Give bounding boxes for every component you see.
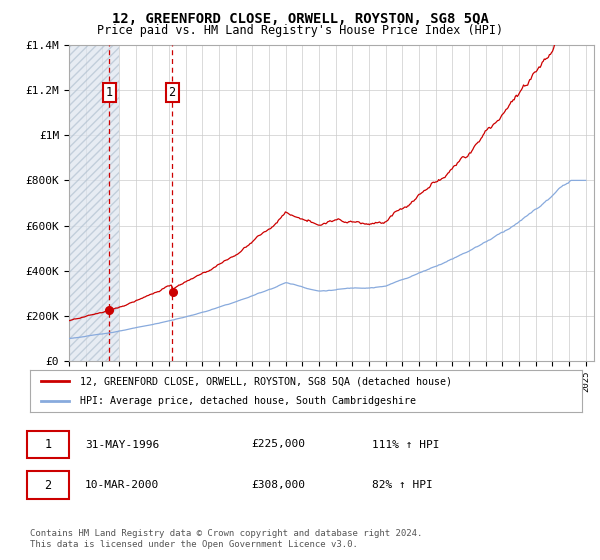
FancyBboxPatch shape xyxy=(27,431,68,459)
Text: 111% ↑ HPI: 111% ↑ HPI xyxy=(372,440,440,450)
Bar xyxy=(69,45,119,361)
Text: 31-MAY-1996: 31-MAY-1996 xyxy=(85,440,160,450)
Text: 2: 2 xyxy=(44,479,52,492)
Text: 12, GREENFORD CLOSE, ORWELL, ROYSTON, SG8 5QA: 12, GREENFORD CLOSE, ORWELL, ROYSTON, SG… xyxy=(112,12,488,26)
Text: 1: 1 xyxy=(44,438,52,451)
Text: 10-MAR-2000: 10-MAR-2000 xyxy=(85,480,160,491)
Text: 1: 1 xyxy=(106,86,113,99)
Text: 12, GREENFORD CLOSE, ORWELL, ROYSTON, SG8 5QA (detached house): 12, GREENFORD CLOSE, ORWELL, ROYSTON, SG… xyxy=(80,376,452,386)
Text: HPI: Average price, detached house, South Cambridgeshire: HPI: Average price, detached house, Sout… xyxy=(80,396,416,406)
Text: £308,000: £308,000 xyxy=(251,480,305,491)
Text: £225,000: £225,000 xyxy=(251,440,305,450)
Text: Contains HM Land Registry data © Crown copyright and database right 2024.
This d: Contains HM Land Registry data © Crown c… xyxy=(30,529,422,549)
Text: Price paid vs. HM Land Registry's House Price Index (HPI): Price paid vs. HM Land Registry's House … xyxy=(97,24,503,36)
Text: 2: 2 xyxy=(169,86,176,99)
Text: 82% ↑ HPI: 82% ↑ HPI xyxy=(372,480,433,491)
FancyBboxPatch shape xyxy=(27,472,68,499)
Bar xyxy=(69,45,119,361)
